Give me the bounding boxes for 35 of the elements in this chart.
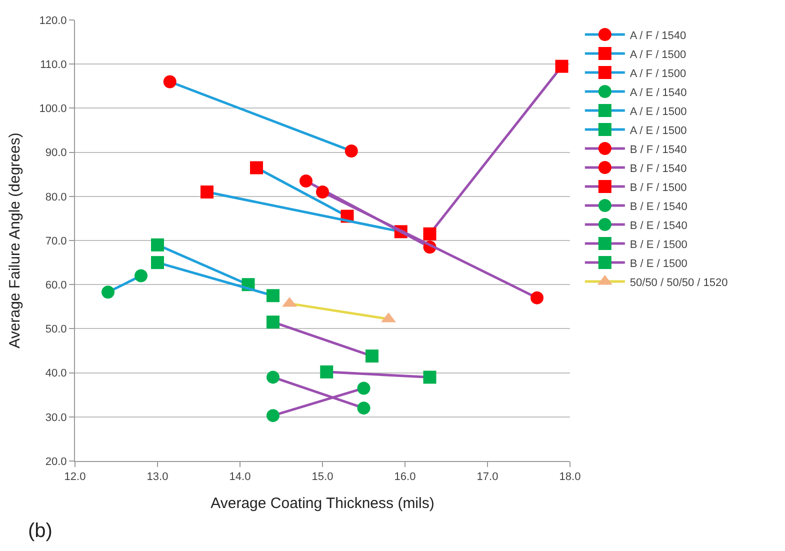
- y-tick-label: 80.0: [45, 191, 67, 204]
- y-tick-label: 90.0: [45, 147, 67, 160]
- x-tick-label: 18.0: [559, 471, 581, 484]
- legend-label: A / E / 1540: [630, 86, 687, 99]
- y-tick-label: 120.0: [39, 14, 67, 27]
- legend-label: A / F / 1540: [630, 30, 686, 42]
- y-tick-label: 100.0: [39, 103, 67, 116]
- legend-label: A / E / 1500: [630, 124, 687, 137]
- y-tick-label: 20.0: [45, 456, 67, 468]
- legend-label: B / F / 1540: [630, 144, 687, 156]
- legend-label: B / E / 1500: [630, 238, 688, 251]
- y-tick-label: 110.0: [40, 58, 67, 71]
- legend-label: B / E / 1540: [630, 200, 688, 213]
- legend-label: A / F / 1500: [630, 48, 686, 61]
- legend-label: 50/50 / 50/50 / 1520: [630, 276, 728, 289]
- legend-label: B / F / 1500: [630, 182, 687, 194]
- y-tick-label: 30.0: [45, 412, 67, 424]
- y-tick-label: 60.0: [45, 279, 67, 292]
- legend-label: B / E / 1540: [630, 220, 688, 232]
- y-tick-label: 50.0: [45, 324, 67, 336]
- legend-label: A / E / 1500: [630, 106, 687, 118]
- x-tick-label: 17.0: [476, 471, 498, 484]
- x-tick-label: 16.0: [394, 471, 416, 484]
- y-tick-label: 40.0: [45, 368, 67, 380]
- legend-label: B / E / 1500: [630, 258, 688, 270]
- x-tick-label: 12.0: [64, 471, 86, 484]
- x-axis-title: Average Coating Thickness (mils): [210, 495, 434, 512]
- y-tick-label: 70.0: [45, 235, 67, 248]
- legend-label: A / F / 1500: [630, 68, 686, 80]
- x-tick-label: 13.0: [146, 471, 168, 484]
- y-axis-title: Average Failure Angle (degrees): [6, 132, 24, 348]
- x-tick-label: 14.0: [229, 471, 251, 484]
- text: (b): [28, 520, 52, 542]
- legend-label: B / F / 1540: [630, 162, 687, 175]
- x-tick-label: 15.0: [312, 471, 334, 484]
